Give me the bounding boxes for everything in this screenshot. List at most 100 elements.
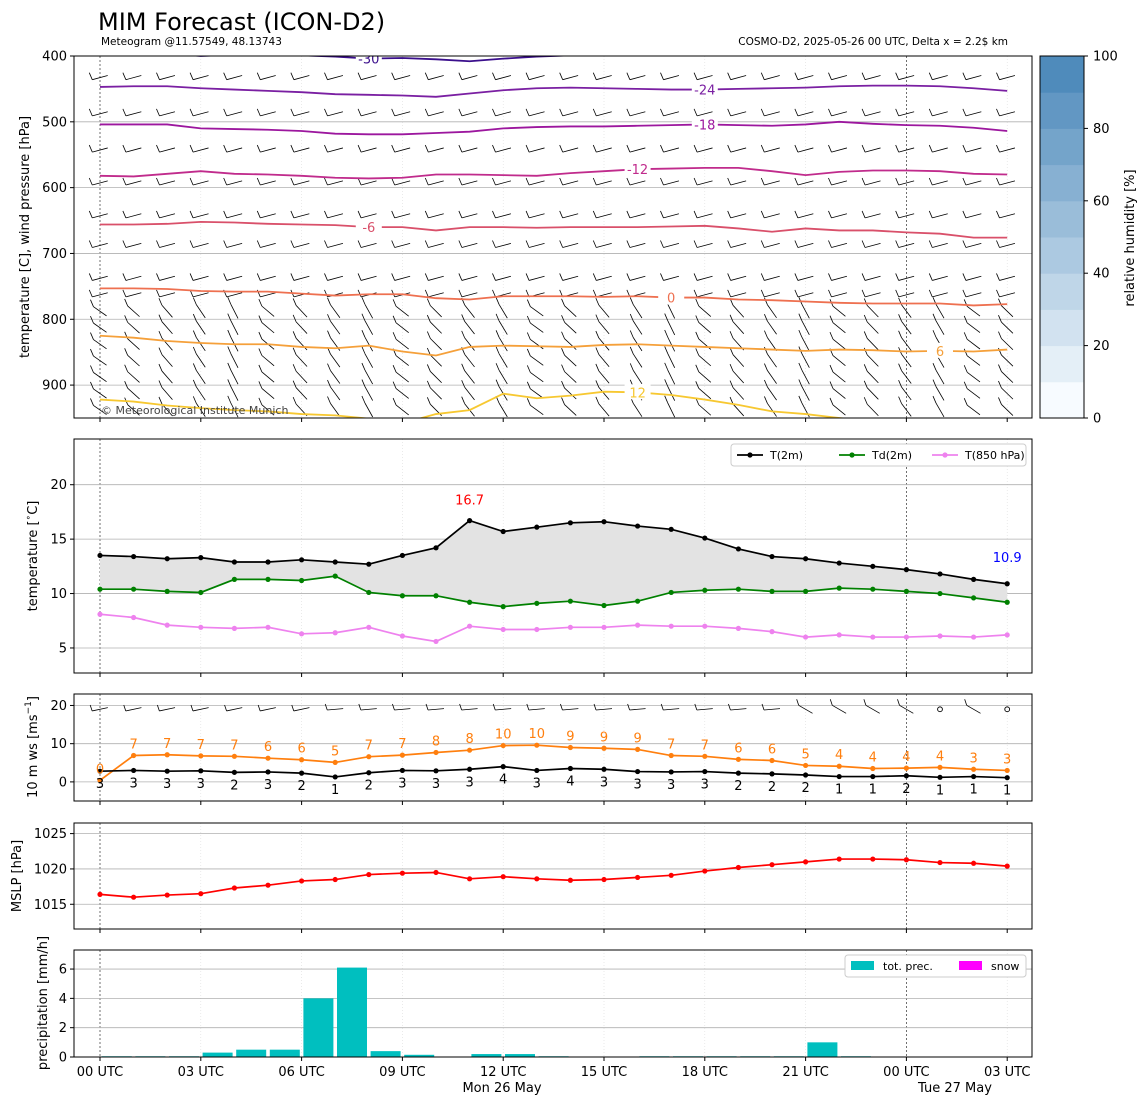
- wind-barb: [730, 147, 747, 153]
- wind-barb: [495, 242, 512, 248]
- wind-barb: [797, 147, 814, 153]
- mslp-ytick-label: 1020: [34, 862, 67, 877]
- wind-barb-flag: [664, 362, 669, 371]
- wind-barb-flag: [998, 331, 1002, 339]
- wind-barb: [159, 180, 176, 186]
- wind-barb-flag: [794, 210, 799, 219]
- temperature-point: [534, 626, 540, 633]
- wind-barb: [161, 354, 173, 367]
- wind-barb-flag: [90, 348, 94, 357]
- wind-barb-flag: [760, 72, 765, 80]
- isotherm-label-bg: [355, 56, 382, 66]
- temperature-point: [299, 577, 305, 584]
- wind-barb: [293, 180, 310, 186]
- wind-barb-flag: [357, 210, 362, 219]
- wind-speed-panel: 0 10 20 0 7 7 7 7 6 6 5 7 7 8 8 10 10 9 9 9 7 7 6 6 5 4 4 4 4 3 3 3 3 3 3 2…: [50, 693, 1033, 805]
- wind-barb: [629, 242, 646, 248]
- wind-barb-flag: [764, 363, 768, 371]
- time-tick-label: 21 UTC: [782, 1065, 828, 1080]
- precipitation-bar: [807, 1042, 838, 1057]
- wind-barb-flag: [192, 330, 197, 338]
- wind-barb-flag: [424, 144, 429, 153]
- wind-barb: [797, 111, 814, 117]
- wind-barb-flag: [190, 704, 194, 712]
- wind-barb: [295, 370, 308, 384]
- wind-value-label: 2: [297, 779, 305, 794]
- wind-barb: [831, 213, 848, 219]
- wind-barb-flag: [458, 177, 463, 186]
- wind-barb: [730, 111, 747, 117]
- wind-barb: [667, 402, 676, 418]
- wind-barb: [966, 371, 981, 383]
- wind-barb: [260, 75, 276, 81]
- wind-barb: [797, 180, 814, 186]
- wind-barb-flag: [292, 331, 297, 339]
- wind-barb-flag: [424, 210, 429, 219]
- wind-barb: [261, 322, 275, 334]
- wind-barb: [999, 292, 1016, 298]
- wind-barb: [935, 320, 945, 335]
- wind-barb-flag: [290, 177, 295, 186]
- wind-barb: [932, 180, 948, 186]
- wind-barb: [831, 242, 848, 248]
- isotherm-6: [99, 334, 1008, 357]
- wind-point: [702, 753, 708, 759]
- wind-barb: [93, 322, 107, 333]
- wind-barb-flag: [192, 363, 197, 371]
- wind-barb-flag: [324, 240, 328, 248]
- wind-barb-flag: [526, 315, 531, 324]
- temperature-point: [769, 553, 775, 560]
- wind-point: [198, 768, 204, 774]
- wind-barb: [598, 321, 610, 335]
- upper-air-ytick-label: 500: [42, 115, 67, 130]
- wind-barb-flag: [492, 703, 496, 711]
- wind-barb: [564, 404, 577, 416]
- wind-barb: [667, 353, 676, 369]
- mslp-point: [299, 878, 305, 884]
- wind-point: [803, 762, 809, 769]
- wind-barb-flag: [996, 108, 1000, 117]
- wind-barb: [932, 275, 948, 281]
- wind-barb: [327, 147, 344, 153]
- wind-barb: [898, 147, 915, 153]
- wind-barb: [965, 111, 982, 117]
- wind-barb-flag: [861, 144, 866, 153]
- precipitation-bar: [303, 998, 334, 1057]
- wind-barb: [295, 305, 308, 318]
- wind-barb: [226, 275, 243, 281]
- wind-barb: [999, 213, 1016, 219]
- wind-barb: [629, 275, 646, 281]
- isotherm-label: 6: [936, 345, 944, 360]
- wind-barb: [801, 336, 810, 352]
- temperature-point: [164, 622, 170, 628]
- mslp-point: [937, 859, 943, 866]
- wind-barb: [327, 75, 344, 81]
- colorbar-segment: [1040, 345, 1084, 383]
- wind-barb-flag: [693, 210, 698, 219]
- wind-barb-flag: [626, 108, 631, 117]
- wind-barb-flag: [664, 379, 669, 387]
- wind-barb: [1001, 387, 1014, 400]
- wind-barb-flag: [426, 364, 431, 372]
- precipitation-bar: [337, 967, 367, 1057]
- wind-barb-flag: [189, 177, 194, 186]
- temperature-point: [870, 634, 876, 640]
- temperature-point: [433, 638, 439, 645]
- gust-value-label: 0: [96, 762, 104, 777]
- temperature-point: [534, 524, 540, 530]
- wind-barb: [92, 292, 108, 298]
- wind-barb: [562, 213, 579, 219]
- wind-barb-flag: [324, 108, 328, 117]
- wind-point: [366, 754, 372, 760]
- wind-barb: [394, 213, 411, 219]
- wind-barb: [965, 275, 982, 281]
- temperature-point: [366, 561, 372, 567]
- wind-barb-flag: [156, 144, 160, 153]
- wind-point: [903, 773, 910, 779]
- wind-barb: [562, 75, 579, 81]
- wind-point: [265, 755, 271, 761]
- wind-barb-flag: [693, 240, 698, 248]
- wind-barb: [293, 75, 310, 81]
- wind-barb-flag: [729, 331, 734, 339]
- wind-barb-flag: [928, 108, 933, 117]
